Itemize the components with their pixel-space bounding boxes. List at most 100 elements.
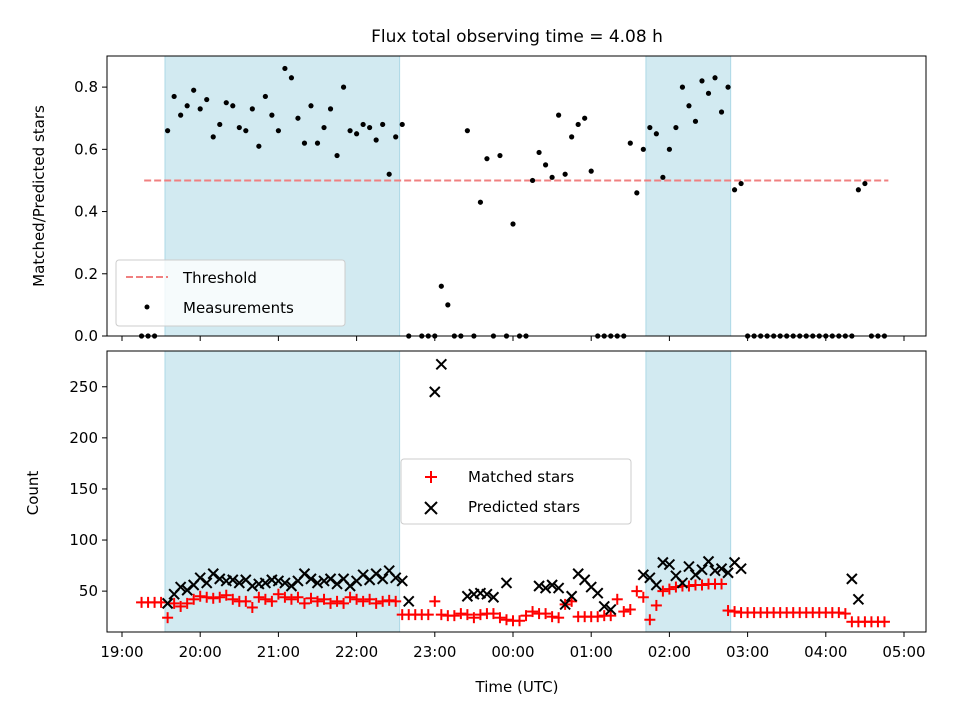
matched-star-point: [175, 600, 187, 612]
measurement-point: [347, 128, 353, 134]
bottom-axes-frame: [106, 350, 927, 633]
matched-star-point: [839, 608, 851, 620]
x-tick-label: 05:00: [882, 643, 925, 661]
matched-star-point: [364, 593, 376, 605]
predicted-star-point: [709, 564, 721, 577]
legend-matched-swatch: [425, 471, 437, 483]
matched-star-point: [227, 593, 239, 605]
measurement-point: [380, 121, 386, 128]
predicted-star-point: [598, 600, 610, 613]
x-tick-label: 19:00: [100, 643, 143, 661]
matched-star-point: [220, 589, 232, 601]
matched-star-point: [474, 609, 486, 621]
predicted-star-point: [559, 598, 571, 611]
ratio-panel: 0.00.20.40.60.8 Matched/Predicted stars …: [30, 55, 927, 345]
marker-stroke: [370, 568, 382, 580]
marker-stroke: [715, 562, 728, 575]
marker-stroke: [650, 579, 663, 591]
measurement-point: [269, 112, 275, 118]
marker-stroke: [233, 577, 246, 589]
matched-star-point: [540, 608, 552, 620]
measurement-point: [197, 106, 203, 112]
matched-star-point: [455, 608, 467, 620]
matched-star-point: [207, 592, 219, 604]
marker-stroke: [305, 573, 317, 585]
matched-star-point: [611, 593, 623, 605]
matched-star-point: [448, 610, 460, 622]
predicted-star-point: [735, 562, 747, 575]
predicted-star-point: [846, 573, 858, 585]
y-tick-label: 50: [79, 582, 98, 600]
matched-star-point: [370, 597, 382, 609]
matched-star-point: [162, 612, 174, 624]
matched-star-point: [722, 605, 734, 617]
measurement-point: [862, 180, 868, 187]
matched-star-point: [657, 585, 669, 597]
marker-stroke: [637, 569, 650, 581]
predicted-star-point: [435, 358, 448, 370]
measurement-point: [588, 168, 594, 174]
legend-predicted-label: Predicted stars: [468, 498, 580, 516]
chart-title: Flux total observing time = 4.08 h: [371, 27, 663, 47]
x-tick-label: 02:00: [648, 643, 691, 661]
measurement-point: [679, 84, 686, 90]
measurement-point: [165, 128, 171, 134]
measurement-point: [647, 124, 653, 131]
measurement-point: [282, 65, 288, 72]
marker-stroke: [572, 568, 584, 580]
y-tick-label: 200: [69, 429, 98, 447]
predicted-star-point: [852, 593, 865, 606]
top-y-axis-label: Matched/Predicted stars: [30, 105, 48, 287]
marker-stroke: [533, 580, 545, 592]
matched-star-point: [663, 583, 675, 595]
predicted-star-point: [650, 579, 663, 591]
x-tick-label: 20:00: [179, 643, 222, 661]
top-x-axis-ticks: [121, 336, 905, 341]
measurement-point: [178, 112, 184, 118]
predicted-star-point: [565, 590, 578, 602]
predicted-star-point: [676, 577, 689, 589]
measurement-point: [386, 171, 392, 177]
bottom-legend: Matched stars Predicted stars: [400, 458, 632, 525]
matched-star-point: [468, 612, 480, 624]
predicted-star-point: [396, 575, 408, 587]
matched-star-point: [253, 591, 265, 603]
matched-star-point: [279, 591, 291, 603]
marker-stroke: [696, 563, 708, 576]
measurement-point: [529, 177, 536, 184]
legend-measurements-label: Measurements: [183, 299, 294, 317]
x-tick-label: 03:00: [726, 643, 769, 661]
bottom-x-axis-ticks: 19:00 20:00 21:00 22:00 23:00 00:00 01:00 02:00…: [100, 632, 926, 661]
matched-star-point: [298, 597, 310, 609]
measurement-point: [855, 187, 861, 193]
matched-star-point: [201, 591, 213, 603]
predicted-star-point: [546, 579, 558, 591]
measurement-point: [340, 84, 347, 90]
marker-stroke: [337, 573, 350, 585]
matched-star-point: [344, 591, 356, 603]
y-tick-label: 0.4: [74, 203, 98, 221]
marker-stroke: [174, 581, 187, 593]
marker-stroke: [846, 573, 858, 585]
marker-stroke: [461, 590, 474, 602]
predicted-star-point: [702, 555, 715, 568]
measurement-point: [438, 283, 444, 289]
marker-stroke: [383, 564, 395, 577]
marker-stroke: [376, 573, 389, 585]
matched-star-point: [527, 606, 539, 618]
marker-stroke: [735, 562, 747, 575]
measurement-point: [295, 115, 301, 121]
matched-star-point: [650, 599, 662, 611]
marker-stroke: [709, 564, 721, 577]
marker-stroke: [539, 582, 552, 594]
legend-predicted-swatch: [424, 501, 438, 515]
matched-star-point: [422, 609, 434, 621]
y-tick-label: 0.0: [74, 327, 98, 345]
matched-star-point: [377, 595, 389, 607]
measurement-point: [634, 190, 640, 196]
measurement-point: [738, 180, 744, 187]
predicted-star-point: [663, 558, 676, 571]
marker-stroke: [272, 575, 285, 587]
predicted-star-point: [318, 575, 330, 587]
